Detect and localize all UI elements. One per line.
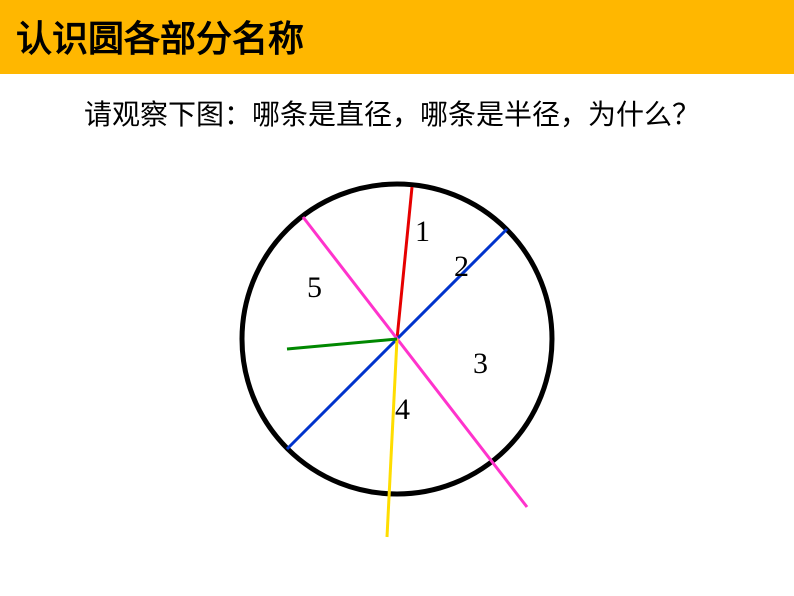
line3 (303, 217, 527, 507)
line1-label: 1 (415, 215, 430, 248)
line4-label: 4 (395, 393, 410, 426)
line5 (287, 339, 397, 349)
line4 (387, 339, 397, 537)
circle-diagram: 12 3 4 5 (0, 149, 794, 549)
question-text: 请观察下图：哪条是直径，哪条是半径，为什么？ (28, 94, 766, 139)
title-bar: 认识圆各部分名称 (0, 0, 794, 74)
line2-label: 2 (454, 250, 469, 283)
question-area: 请观察下图：哪条是直径，哪条是半径，为什么？ (0, 74, 794, 139)
line3-label: 3 (473, 347, 488, 380)
line5-label: 5 (307, 271, 322, 304)
circle-svg: 12 3 4 5 (197, 149, 597, 549)
line1 (397, 187, 412, 339)
page-title: 认识圆各部分名称 (16, 10, 778, 62)
